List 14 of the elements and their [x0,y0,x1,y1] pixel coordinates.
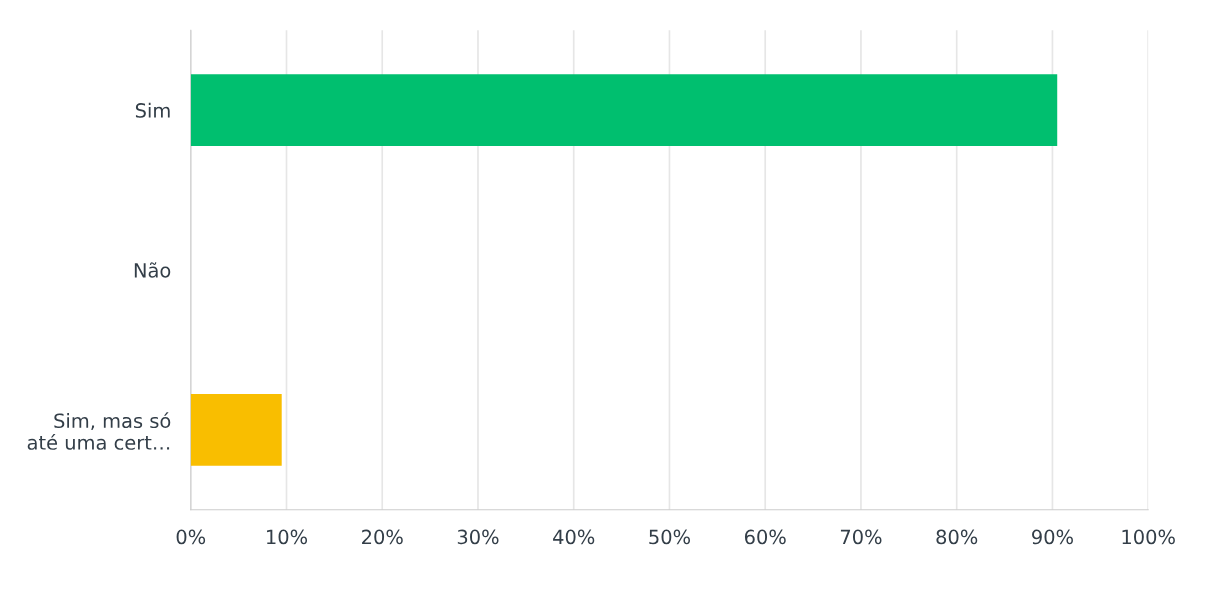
x-tick-label: 20% [362,529,403,545]
y-tick-label: Não [134,262,171,278]
x-tick-label: 10% [267,529,308,545]
x-tick-label: 100% [1122,529,1175,545]
x-tick-label: 80% [936,529,978,545]
y-tick-label: Sim [135,102,170,118]
x-tick-label: 70% [840,529,882,545]
y-tick-label: Sim, mas só até uma cert… [27,412,171,450]
x-tick-label: 90% [1032,529,1073,545]
x-tick-label: 40% [553,529,595,545]
x-tick-label: 60% [744,529,786,545]
x-tick-label: 50% [649,529,690,545]
x-tick-label: 30% [457,529,499,545]
x-tick-label: 0% [176,529,206,545]
